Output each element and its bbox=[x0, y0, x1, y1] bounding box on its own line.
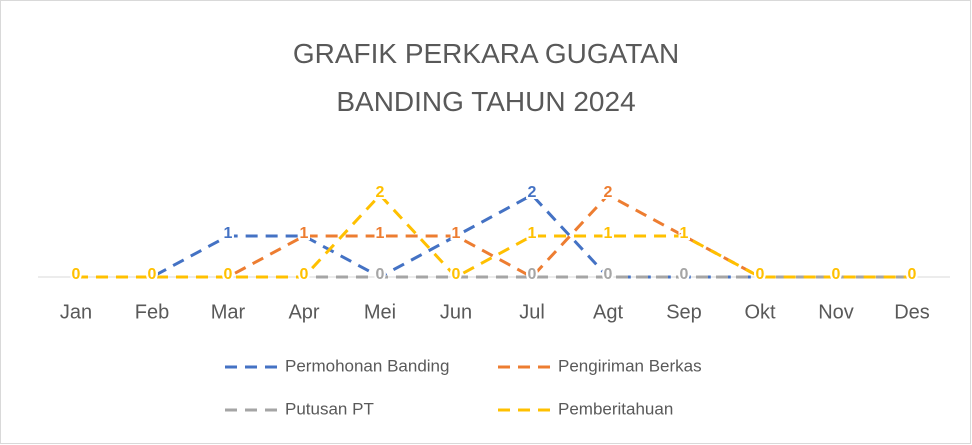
legend-label: Pengiriman Berkas bbox=[558, 356, 702, 375]
data-label: 0 bbox=[908, 266, 917, 283]
data-label: 0 bbox=[72, 266, 81, 283]
data-label: 1 bbox=[300, 225, 309, 242]
data-label: 1 bbox=[452, 225, 461, 242]
legend-label: Pemberitahuan bbox=[558, 399, 673, 418]
x-tick-label: Jul bbox=[519, 301, 545, 323]
data-label: 0 bbox=[72, 266, 81, 283]
data-label: 1 bbox=[376, 225, 385, 242]
x-tick-label: Jan bbox=[60, 301, 92, 323]
x-tick-label: Apr bbox=[288, 301, 319, 323]
data-label: 0 bbox=[756, 266, 765, 283]
data-label: 0 bbox=[376, 266, 385, 283]
data-label: 0 bbox=[452, 266, 461, 283]
data-label: 1 bbox=[300, 225, 309, 242]
series-line bbox=[76, 193, 912, 279]
x-tick-label: Jun bbox=[440, 301, 472, 323]
data-label: 0 bbox=[528, 266, 537, 283]
data-label: 0 bbox=[604, 266, 613, 283]
data-label: 0 bbox=[376, 266, 385, 283]
data-label: 0 bbox=[832, 266, 841, 283]
data-label: 0 bbox=[452, 266, 461, 283]
data-label: 0 bbox=[148, 266, 157, 283]
data-label: 1 bbox=[604, 225, 613, 242]
data-label: 1 bbox=[452, 225, 461, 242]
data-label: 0 bbox=[148, 266, 157, 283]
data-label: 0 bbox=[72, 266, 81, 283]
x-tick-label: Mar bbox=[211, 301, 246, 323]
x-tick-label: Agt bbox=[593, 301, 623, 323]
data-label: 1 bbox=[224, 225, 233, 242]
data-label: 0 bbox=[680, 266, 689, 283]
data-label: 0 bbox=[908, 266, 917, 283]
data-label: 2 bbox=[528, 184, 537, 201]
data-label: 0 bbox=[224, 266, 233, 283]
data-label: 0 bbox=[908, 266, 917, 283]
data-label: 0 bbox=[528, 266, 537, 283]
data-label: 0 bbox=[604, 266, 613, 283]
data-label: 0 bbox=[756, 266, 765, 283]
data-label: 1 bbox=[528, 225, 537, 242]
data-label: 0 bbox=[224, 266, 233, 283]
x-tick-label: Sep bbox=[666, 301, 702, 323]
x-tick-label: Okt bbox=[744, 301, 776, 323]
legend-label: Putusan PT bbox=[285, 399, 374, 418]
x-tick-label: Des bbox=[894, 301, 930, 323]
x-tick-label: Nov bbox=[818, 301, 854, 323]
data-label: 1 bbox=[680, 225, 689, 242]
data-label: 1 bbox=[680, 225, 689, 242]
data-label: 2 bbox=[376, 184, 385, 201]
data-label: 0 bbox=[148, 266, 157, 283]
data-label: 0 bbox=[680, 266, 689, 283]
chart-title: GRAFIK PERKARA GUGATAN BANDING TAHUN 202… bbox=[292, 38, 680, 117]
data-label: 0 bbox=[908, 266, 917, 283]
data-label: 0 bbox=[756, 266, 765, 283]
data-label: 0 bbox=[224, 266, 233, 283]
data-label: 0 bbox=[148, 266, 157, 283]
data-label: 0 bbox=[72, 266, 81, 283]
x-tick-label: Feb bbox=[135, 301, 169, 323]
data-label: 0 bbox=[300, 266, 309, 283]
data-label: 2 bbox=[604, 184, 613, 201]
legend-label: Permohonan Banding bbox=[285, 356, 449, 375]
data-label: 0 bbox=[832, 266, 841, 283]
x-tick-label: Mei bbox=[364, 301, 396, 323]
data-label: 0 bbox=[300, 266, 309, 283]
data-label: 0 bbox=[832, 266, 841, 283]
data-label: 0 bbox=[832, 266, 841, 283]
data-label: 0 bbox=[756, 266, 765, 283]
series-line bbox=[76, 192, 912, 279]
